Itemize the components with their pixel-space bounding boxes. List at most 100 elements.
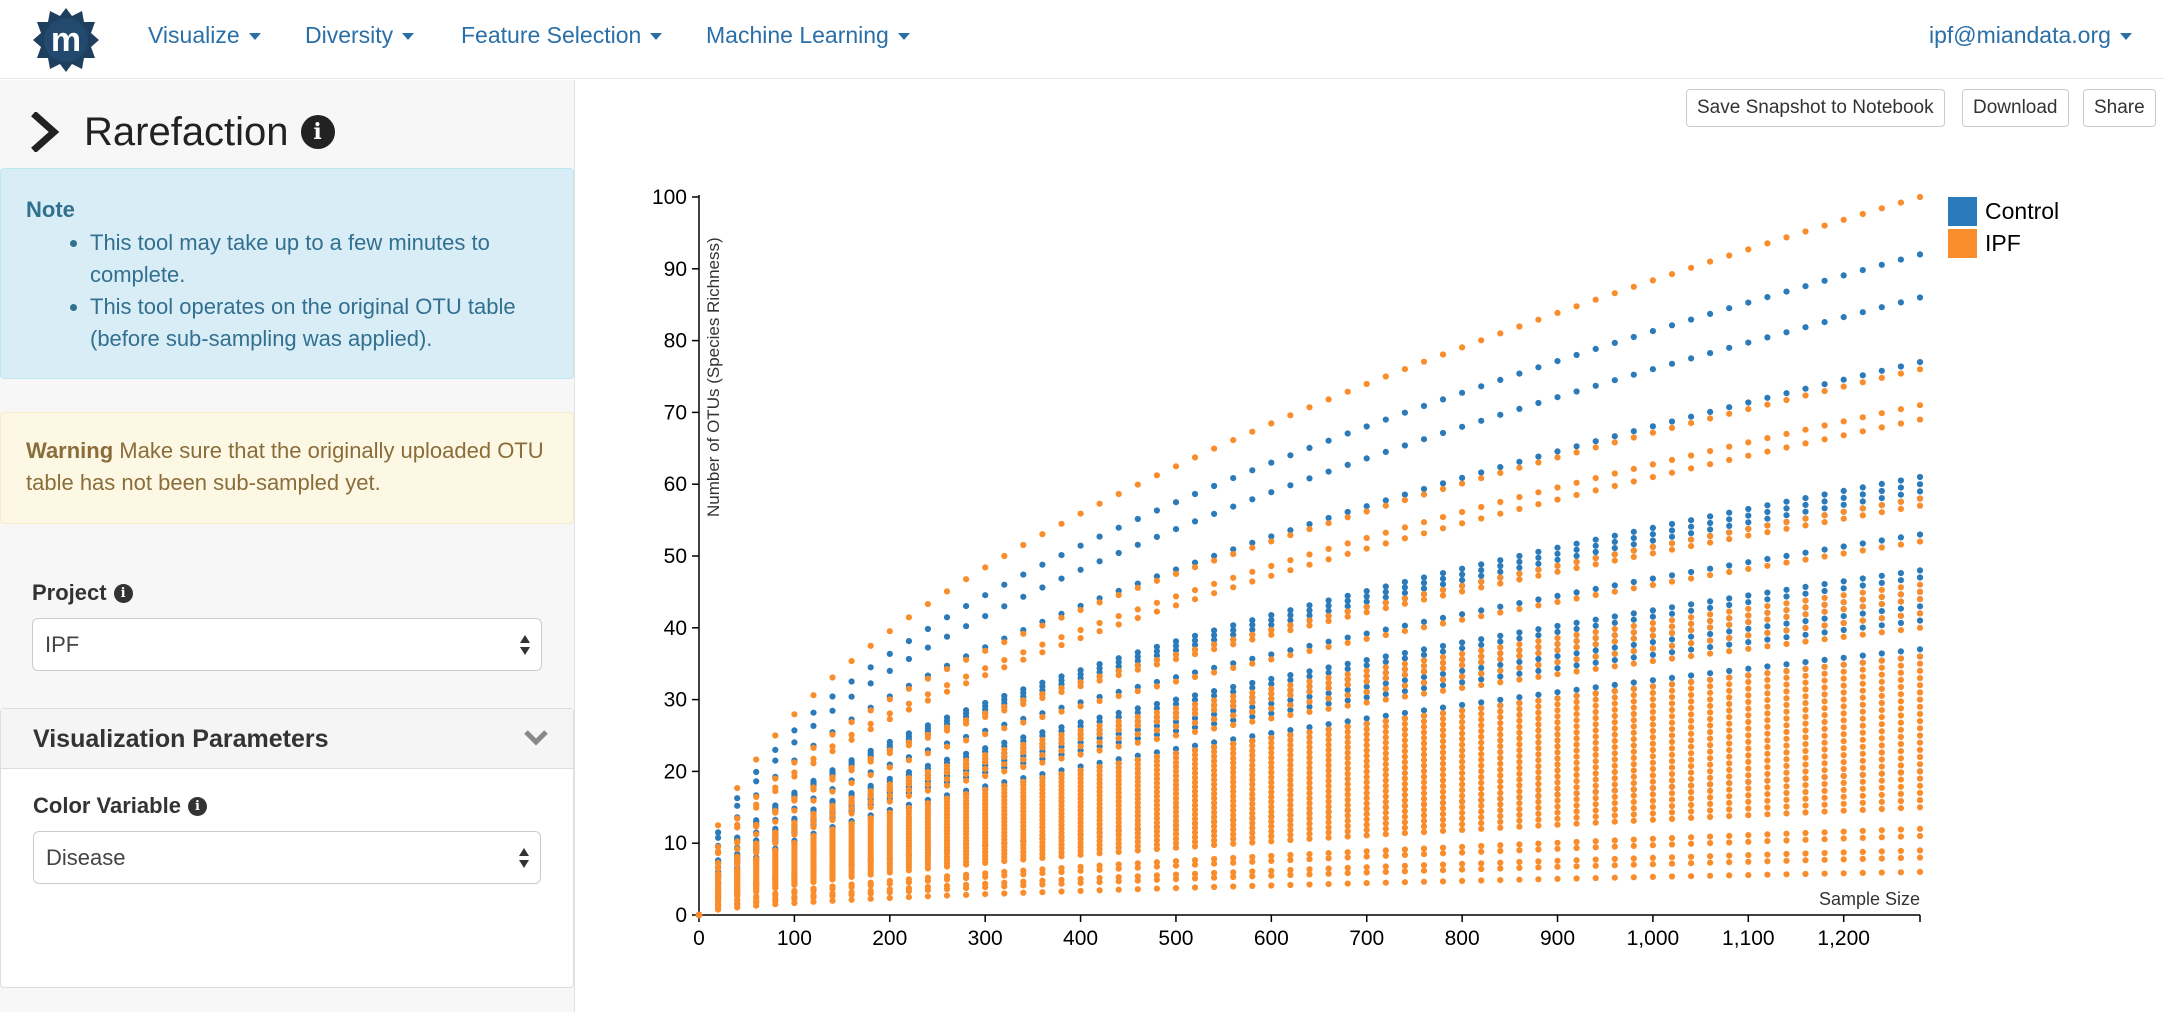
data-point: [1001, 603, 1008, 610]
data-point: [1382, 416, 1389, 423]
data-point: [1191, 596, 1199, 603]
data-point: [1783, 559, 1790, 566]
data-point: [1401, 660, 1408, 667]
data-point: [1249, 791, 1256, 798]
data-point: [1268, 789, 1275, 796]
data-point: [1783, 627, 1790, 634]
info-icon[interactable]: i: [187, 796, 207, 816]
data-point: [1172, 638, 1180, 645]
data-point: [1325, 772, 1332, 779]
data-point: [1707, 258, 1714, 265]
data-point: [1287, 817, 1294, 824]
data-point: [1783, 756, 1790, 763]
data-point: [1726, 509, 1733, 516]
data-point: [1535, 661, 1542, 669]
data-point: [1420, 806, 1428, 814]
data-point: [1745, 592, 1752, 599]
download-button[interactable]: Download: [1962, 89, 2069, 127]
data-point: [1211, 646, 1218, 653]
data-point: [1382, 691, 1389, 698]
data-point: [1802, 850, 1809, 857]
data-point: [1649, 753, 1656, 760]
data-point: [1745, 765, 1752, 772]
data-point: [1344, 613, 1351, 620]
data-point: [1745, 452, 1752, 459]
data-point: [1344, 665, 1351, 673]
data-point: [1153, 788, 1160, 796]
info-icon[interactable]: i: [300, 115, 335, 149]
data-point: [1802, 659, 1809, 666]
data-point: [1382, 599, 1389, 606]
data-point: [1478, 705, 1485, 712]
data-point: [848, 800, 855, 807]
data-point: [1916, 481, 1924, 488]
data-point: [1191, 783, 1199, 791]
data-point: [1592, 751, 1599, 759]
chevron-right-icon[interactable]: [28, 112, 62, 152]
data-point: [1878, 487, 1885, 495]
data-point: [1439, 777, 1447, 784]
data-point: [1745, 678, 1752, 686]
data-point: [1172, 754, 1180, 762]
data-point: [1497, 801, 1504, 808]
data-point: [1897, 748, 1904, 755]
data-point: [924, 877, 931, 884]
data-point: [1859, 778, 1866, 785]
data-point: [1325, 865, 1332, 872]
data-point: [1287, 692, 1294, 699]
data-point: [905, 742, 912, 749]
data-point: [1840, 675, 1847, 682]
data-point: [1878, 756, 1885, 763]
data-point: [1058, 888, 1065, 895]
caret-down-icon: [248, 33, 261, 41]
nav-diversity-menu[interactable]: Diversity: [305, 22, 415, 49]
data-point: [1745, 778, 1752, 786]
user-account-menu[interactable]: ipf@miandata.org: [1929, 22, 2132, 49]
panel-header[interactable]: Visualization Parameters: [1, 709, 573, 769]
data-point: [1668, 610, 1676, 617]
data-point: [1688, 840, 1695, 847]
data-point: [1325, 757, 1332, 764]
data-point: [1802, 700, 1809, 707]
data-point: [1497, 469, 1504, 476]
color-variable-select[interactable]: Disease: [33, 831, 541, 884]
info-icon[interactable]: i: [113, 583, 133, 603]
data-point: [1821, 629, 1828, 636]
data-point: [1230, 869, 1237, 876]
data-point: [982, 765, 989, 773]
data-point: [829, 812, 836, 819]
data-point: [1344, 608, 1351, 615]
data-point: [1459, 662, 1466, 669]
data-point: [1134, 761, 1141, 768]
data-point: [1764, 744, 1771, 751]
data-point: [1211, 767, 1218, 774]
data-point: [1172, 678, 1180, 685]
data-point: [1249, 829, 1256, 836]
data-point: [1554, 635, 1561, 642]
data-point: [1134, 804, 1141, 811]
data-point: [1630, 622, 1637, 630]
data-point: [1115, 549, 1122, 557]
data-point: [1783, 695, 1790, 702]
data-point: [1688, 685, 1695, 692]
data-point: [1764, 596, 1771, 603]
nav-machine-learning-menu[interactable]: Machine Learning: [706, 22, 910, 49]
project-label: Project i: [32, 580, 133, 606]
data-point: [1745, 619, 1752, 626]
data-point: [963, 777, 970, 784]
project-select[interactable]: IPF: [32, 618, 542, 671]
share-button[interactable]: Share: [2083, 89, 2156, 127]
data-point: [1230, 759, 1237, 767]
chevron-down-icon[interactable]: [523, 729, 549, 747]
data-point: [1497, 725, 1504, 733]
nav-feature-selection-menu[interactable]: Feature Selection: [461, 22, 663, 49]
data-point: [1859, 617, 1866, 624]
data-point: [1688, 543, 1695, 550]
data-point: [1459, 423, 1466, 430]
data-point: [1916, 868, 1924, 876]
data-point: [1039, 622, 1046, 629]
miandata-logo[interactable]: m: [32, 6, 100, 74]
nav-visualize-menu[interactable]: Visualize: [148, 22, 261, 49]
data-point: [1611, 650, 1618, 657]
save-snapshot-button[interactable]: Save Snapshot to Notebook: [1686, 89, 1945, 127]
